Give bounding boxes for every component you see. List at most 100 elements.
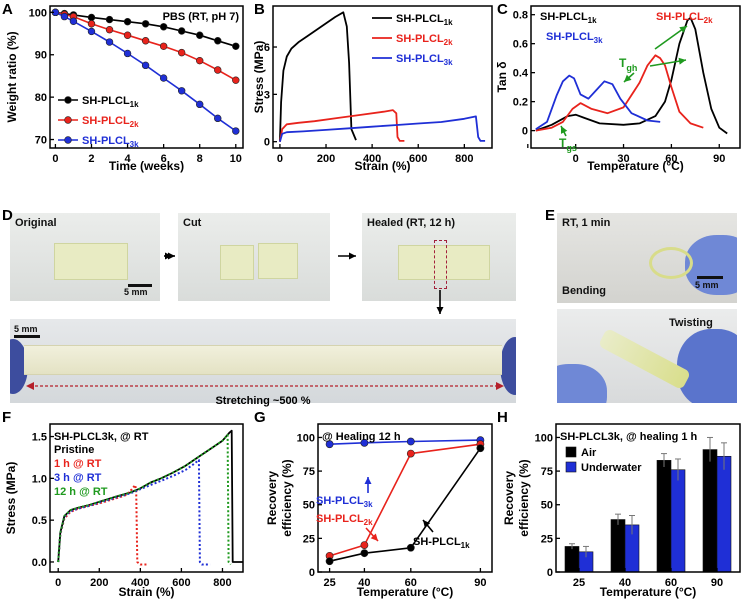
legend-label: 3 h @ RT xyxy=(54,472,102,484)
data-point-SH-PLCL2k xyxy=(406,449,415,458)
chart-c-ytick-label: 0.4 xyxy=(513,68,529,80)
panel-letter-A: A xyxy=(2,1,13,18)
panel-letter-D: D xyxy=(2,207,13,224)
chart-f-ytick-label: 0.0 xyxy=(32,557,47,569)
chart-b-xlabel: Strain (%) xyxy=(354,159,410,173)
data-point-SH-PLCL3k xyxy=(69,17,78,25)
legend-marker xyxy=(64,96,72,104)
legend-label: SH-PLCL2k xyxy=(656,11,713,25)
chart-b-xtick-label: 200 xyxy=(317,153,335,165)
e-scale-label: 5 mm xyxy=(695,280,719,290)
series-label: SH-PLCL2k xyxy=(316,513,373,527)
data-point-SH-PLCL2k xyxy=(159,42,168,50)
data-point-SH-PLCL1k xyxy=(406,543,415,552)
annotation-arrow-head xyxy=(561,126,568,134)
panel-letter-F: F xyxy=(2,409,11,426)
chart-c-xtick-label: 60 xyxy=(665,153,677,165)
healed-zone-box xyxy=(434,240,447,289)
chart-f-frame xyxy=(49,423,244,573)
chart-h-xtick-label: 90 xyxy=(711,577,723,589)
series-label: SH-PLCL3k xyxy=(316,495,373,509)
legend-label: SH-PLCL3k xyxy=(396,53,453,67)
legend-label: SH-PLCL1k xyxy=(396,13,453,27)
chart-f-xtick-label: 400 xyxy=(131,577,149,589)
data-point-SH-PLCL2k xyxy=(232,76,240,84)
glove-twist xyxy=(677,329,737,403)
legend-label: SH-PLCL2k xyxy=(82,115,139,129)
panel-letter-E: E xyxy=(545,207,555,224)
chart-h-xtick-label: 25 xyxy=(573,577,585,589)
photo-label-original: Original xyxy=(15,217,57,229)
chart-a-xtick-label: 4 xyxy=(124,153,131,165)
chart-c-ytick-label: 0.2 xyxy=(513,97,528,109)
flow-arrow-head xyxy=(168,252,175,260)
data-point-SH-PLCL2k xyxy=(141,37,150,45)
chart-g-ylabel: efficiency (%) xyxy=(280,459,294,536)
legend-label: Pristine xyxy=(54,444,94,456)
chart-g-ytick-label: 75 xyxy=(303,466,315,478)
series-line-1 h @ RT xyxy=(57,484,149,566)
data-point-SH-PLCL3k xyxy=(325,440,334,449)
film-cut-right xyxy=(258,243,298,279)
chart-a-ytick-label: 100 xyxy=(29,7,47,19)
chart-b-xtick-label: 0 xyxy=(277,153,283,165)
glove-right xyxy=(500,337,516,395)
film-healed xyxy=(398,245,490,280)
data-point-SH-PLCL1k xyxy=(87,13,96,22)
photo-healed: Healed (RT, 12 h) xyxy=(362,213,516,301)
data-point-SH-PLCL1k xyxy=(214,37,222,45)
chart-a-ytick-label: 70 xyxy=(35,135,47,147)
data-point-SH-PLCL2k xyxy=(177,48,186,57)
chart-h-xtick-label: 40 xyxy=(619,577,631,589)
chart-c-frame xyxy=(530,5,741,149)
annotation-arrow-head xyxy=(679,26,687,33)
chart-g-xlabel: Temperature (°C) xyxy=(357,585,454,599)
legend-marker xyxy=(64,116,72,124)
data-point-SH-PLCL1k xyxy=(360,549,369,558)
data-point-SH-PLCL3k xyxy=(159,74,168,82)
legend-label: SH-PLCL3k xyxy=(82,135,139,149)
series-label: SH-PLCL1k xyxy=(413,536,470,550)
chart-b-ytick-label: 6 xyxy=(264,42,270,54)
data-point-SH-PLCL2k xyxy=(196,56,204,65)
chart-c-xtick-label: 0 xyxy=(573,153,579,165)
data-point-SH-PLCL1k xyxy=(177,27,186,35)
legend-label: SH-PLCL1k xyxy=(82,95,139,109)
data-point-SH-PLCL1k xyxy=(325,557,334,566)
data-point-SH-PLCL3k xyxy=(196,100,204,109)
bent-film xyxy=(649,247,693,279)
chart-b-xtick-label: 400 xyxy=(363,153,381,165)
data-point-SH-PLCL1k xyxy=(105,15,114,24)
photo-label-bending: Bending xyxy=(562,285,606,297)
annotation-label: Tgh xyxy=(619,56,637,73)
chart-f-xtick-label: 200 xyxy=(90,577,108,589)
chart-h-ytick-label: 25 xyxy=(541,533,553,545)
chart-b-xtick-label: 800 xyxy=(455,153,473,165)
photo-cut: Cut xyxy=(178,213,330,301)
chart-a-xlabel: Time (weeks) xyxy=(109,159,184,173)
film-original xyxy=(54,243,128,280)
panel-letter-G: G xyxy=(254,409,266,426)
chart-h-ytick-label: 100 xyxy=(535,432,553,444)
data-point-SH-PLCL3k xyxy=(123,49,132,58)
chart-c-ytick-label: 0.8 xyxy=(513,10,528,22)
legend-title: SH-PLCL3k, @ RT xyxy=(54,431,149,443)
series-line-12 h @ RT xyxy=(57,433,232,566)
legend-marker xyxy=(64,136,72,144)
chart-h-title: SH-PLCL3k, @ healing 1 h xyxy=(560,431,698,443)
chart-a-xtick-label: 8 xyxy=(197,153,203,165)
chart-h-xlabel: Temperature (°C) xyxy=(600,585,697,599)
chart-g-xtick-label: 60 xyxy=(405,577,417,589)
series-line-SH-PLCL2k xyxy=(329,443,481,557)
photo-bending: RT, 1 min Bending 5 mm xyxy=(557,213,737,303)
chart-a-xtick-label: 0 xyxy=(52,153,58,165)
bar-Air xyxy=(656,460,672,573)
data-point-SH-PLCL1k xyxy=(141,20,150,28)
data-point-SH-PLCL3k xyxy=(360,438,369,447)
chart-f-xlabel: Strain (%) xyxy=(118,585,174,599)
chart-g-title: @ Healing 12 h xyxy=(322,431,401,443)
chart-a-frame xyxy=(49,5,244,149)
photo-label-healed: Healed (RT, 12 h) xyxy=(367,217,456,229)
